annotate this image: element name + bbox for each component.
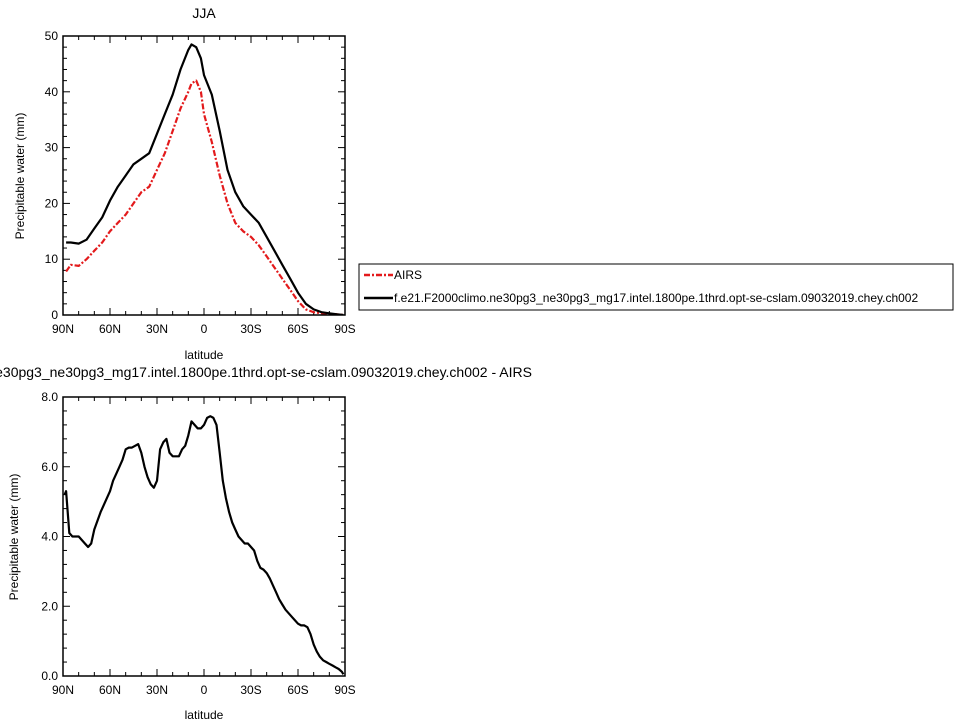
x-axis-label: latitude: [185, 708, 224, 722]
x-tick-label: 90S: [334, 322, 355, 336]
y-tick-label: 0.0: [41, 669, 58, 683]
x-tick-label: 60N: [99, 322, 121, 336]
legend: AIRS f.e21.F2000climo.ne30pg3_ne30pg3_mg…: [358, 263, 954, 311]
y-tick-label: 0: [51, 308, 58, 322]
plot-frame: [62, 396, 346, 677]
y-tick-label: 20: [45, 196, 59, 210]
chart-title: JJA: [192, 5, 216, 21]
x-tick-label: 60S: [287, 322, 308, 336]
y-tick-label: 8.0: [41, 390, 58, 404]
series-group: [63, 415, 345, 675]
y-tick-label: 4.0: [41, 530, 58, 544]
axis-ticks: 90N 60N 30N 0 30S 60S 90S 0.0 2.0 4.0 6.0 8.0: [41, 390, 355, 697]
y-tick-label: 40: [45, 85, 59, 99]
x-tick-label: 60N: [99, 683, 121, 697]
x-tick-label: 30S: [240, 322, 261, 336]
x-tick-label: 30N: [146, 322, 168, 336]
axis-ticks: 90N 60N 30N 0 30S 60S 90S 0 10 20 30 40 50: [45, 29, 356, 336]
y-tick-label: 50: [45, 29, 59, 43]
x-tick-label: 0: [201, 322, 208, 336]
x-tick-label: 90S: [334, 683, 355, 697]
series-line: [66, 43, 344, 315]
y-axis-label: Precipitable water (mm): [7, 474, 21, 601]
legend-box: [358, 263, 954, 311]
legend-label-model: f.e21.F2000climo.ne30pg3_ne30pg3_mg17.in…: [394, 291, 918, 305]
y-tick-label: 6.0: [41, 460, 58, 474]
x-tick-label: 90N: [52, 322, 74, 336]
x-tick-label: 90N: [52, 683, 74, 697]
x-tick-label: 60S: [287, 683, 308, 697]
x-tick-label: 0: [201, 683, 208, 697]
series-line: [63, 415, 345, 675]
chart-title: f.e21.F2000climo.ne30pg3_ne30pg3_mg17.in…: [0, 364, 532, 380]
y-tick-label: 10: [45, 252, 59, 266]
plot-frame: [62, 35, 346, 316]
series-line: [65, 79, 344, 315]
x-tick-label: 30S: [240, 683, 261, 697]
y-tick-label: 2.0: [41, 599, 58, 613]
y-tick-label: 30: [45, 141, 59, 155]
chart-panel-seasonal-mean: JJA 90N 60N 30N 0 30S 60S 90S 0 10 20 30 40 50 latit…: [13, 5, 356, 362]
chart-panel-difference: f.e21.F2000climo.ne30pg3_ne30pg3_mg17.in…: [0, 364, 532, 722]
legend-label-airs: AIRS: [394, 268, 422, 282]
x-tick-label: 30N: [146, 683, 168, 697]
x-axis-label: latitude: [185, 348, 224, 362]
series-group: [65, 43, 344, 315]
y-axis-label: Precipitable water (mm): [13, 113, 27, 240]
